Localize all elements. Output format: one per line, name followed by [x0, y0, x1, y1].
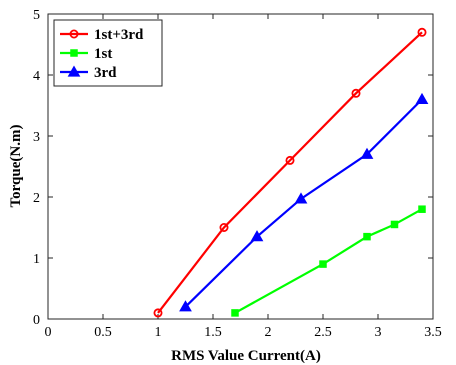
x-tick-label: 1.5 — [204, 325, 222, 340]
legend-label: 1st+3rd — [94, 27, 144, 43]
y-tick-label: 3 — [33, 130, 40, 145]
x-tick-label: 1 — [155, 325, 162, 340]
data-point — [285, 155, 295, 165]
series-line — [157, 31, 423, 314]
data-point — [418, 205, 426, 213]
data-point — [363, 232, 371, 241]
legend-label: 1st — [94, 46, 112, 62]
x-tick-label: 2 — [265, 325, 272, 340]
y-tick-label: 1 — [33, 252, 40, 267]
x-tick-label: 0.5 — [94, 325, 112, 340]
series-square — [231, 205, 426, 317]
data-point — [360, 147, 374, 159]
series-circle — [153, 27, 427, 318]
data-point — [390, 220, 399, 229]
data-point — [231, 309, 239, 317]
x-axis-label: RMS Value Current(A) — [171, 348, 321, 364]
data-point — [294, 192, 308, 204]
data-point — [417, 27, 427, 37]
data-point — [153, 308, 163, 318]
legend-entry: 1st+3rd — [60, 27, 144, 43]
legend-entry: 3rd — [60, 65, 117, 81]
series-triangle — [179, 92, 429, 312]
y-tick-label: 0 — [33, 313, 40, 328]
x-tick-label: 3.5 — [424, 325, 442, 340]
y-axis-label: Torque(N.m) — [8, 125, 24, 208]
legend-marker — [70, 49, 78, 57]
x-tick-label: 0 — [45, 325, 52, 340]
data-point — [219, 222, 229, 232]
y-tick-label: 4 — [33, 69, 40, 84]
legend-label: 3rd — [94, 65, 117, 81]
legend-marker — [69, 29, 79, 39]
legend-entry: 1st — [60, 46, 112, 62]
data-point — [250, 230, 264, 242]
y-tick-label: 5 — [33, 8, 40, 23]
legend-marker — [67, 65, 81, 77]
x-tick-label: 3 — [375, 325, 382, 340]
legend: 1st+3rd 1st 3rd — [53, 19, 163, 87]
data-point — [319, 260, 327, 268]
data-point — [415, 92, 429, 105]
series-layer — [153, 27, 429, 318]
y-tick-label: 2 — [33, 191, 40, 206]
x-tick-label: 2.5 — [314, 325, 332, 340]
data-point — [351, 88, 361, 98]
data-point — [179, 300, 192, 312]
